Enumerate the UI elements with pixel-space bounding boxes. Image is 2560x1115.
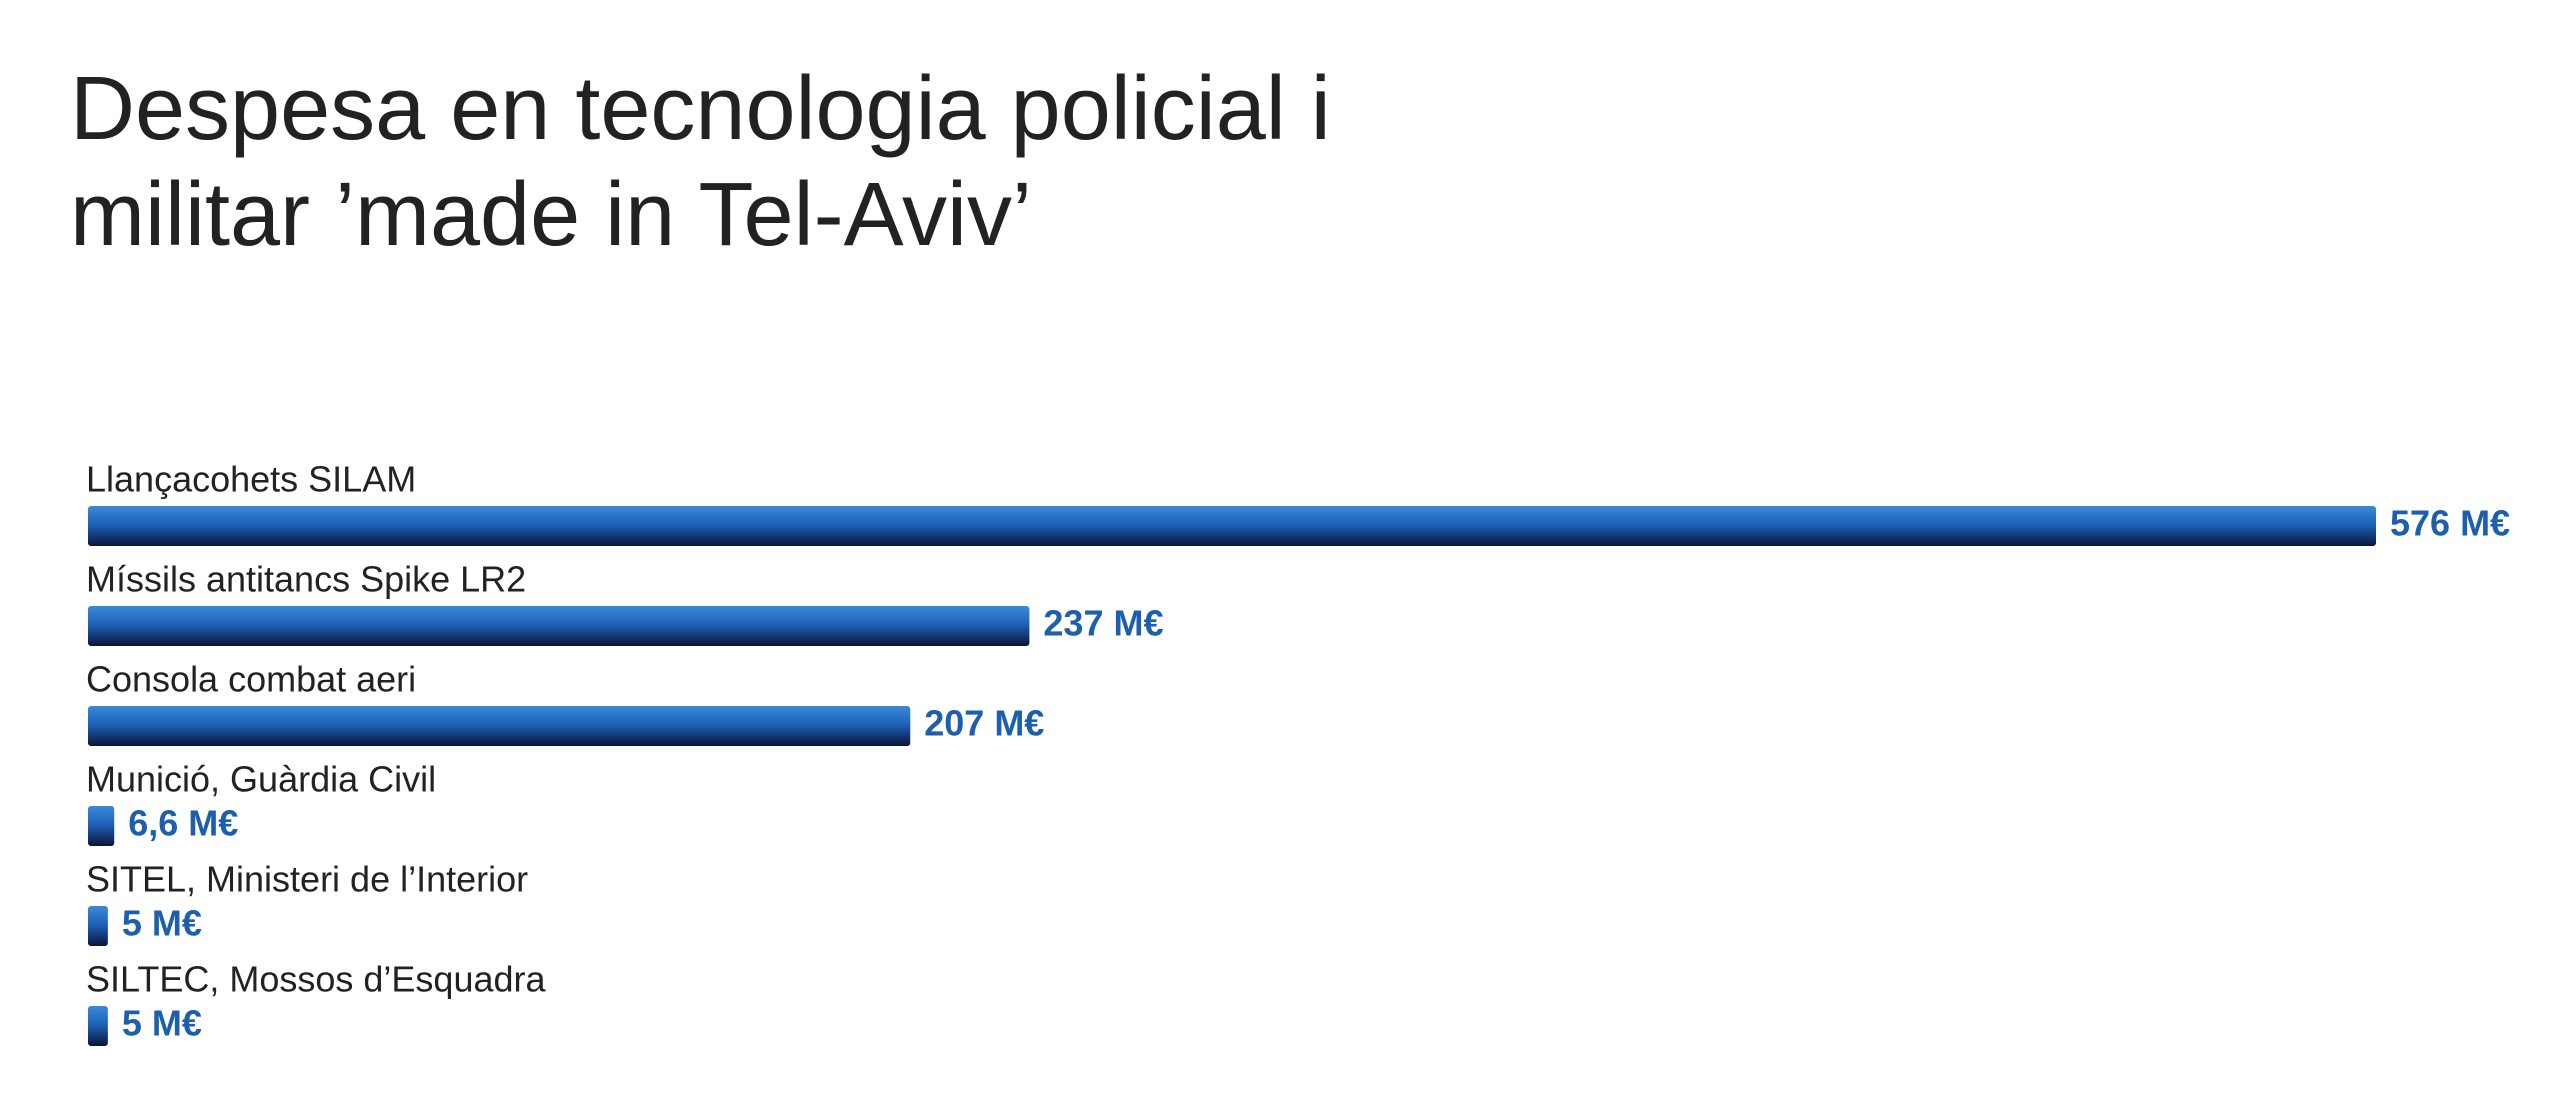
category-label: SITEL, Ministeri de l’Interior — [86, 859, 528, 900]
value-label: 237 M€ — [1043, 603, 1163, 644]
category-label: Llançacohets SILAM — [86, 459, 416, 500]
category-label: SILTEC, Mossos d’Esquadra — [86, 959, 547, 1000]
category-label: Míssils antitancs Spike LR2 — [86, 559, 526, 600]
bar — [88, 506, 2376, 546]
bar — [88, 806, 115, 846]
value-label: 5 M€ — [122, 1003, 202, 1044]
bar — [88, 906, 108, 946]
value-label: 5 M€ — [122, 903, 202, 944]
bar — [88, 1006, 108, 1046]
bar — [88, 706, 911, 746]
value-label: 207 M€ — [924, 703, 1044, 744]
category-label: Munició, Guàrdia Civil — [86, 759, 436, 800]
chart-title: Despesa en tecnologia policial i militar… — [70, 59, 1331, 265]
value-label: 6,6 M€ — [128, 803, 238, 844]
value-label: 576 M€ — [2390, 503, 2510, 544]
bar — [88, 606, 1030, 646]
category-label: Consola combat aeri — [86, 659, 416, 700]
